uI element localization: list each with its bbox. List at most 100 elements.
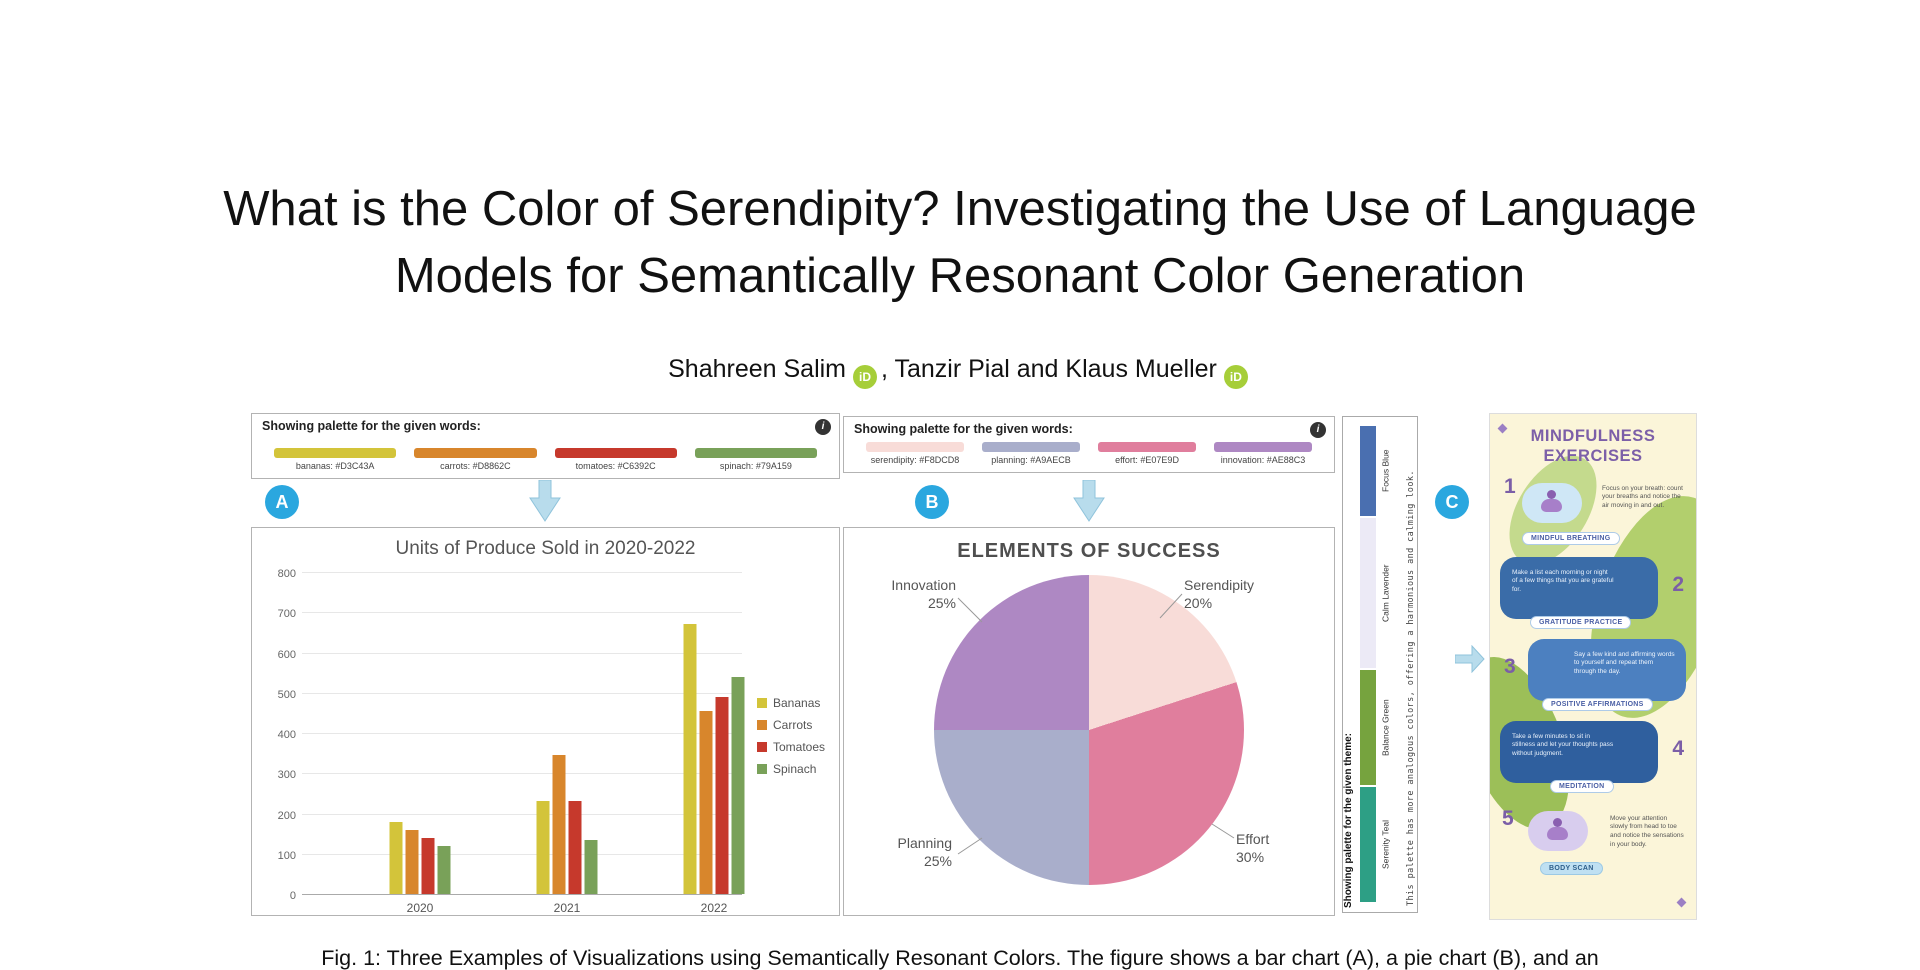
- bar-group: [536, 755, 598, 894]
- item-description: Take a few minutes to sit in stillness a…: [1512, 732, 1614, 758]
- item-label-pill: MEDITATION: [1550, 779, 1614, 793]
- item-number: 1: [1504, 474, 1516, 498]
- y-tick-label: 600: [277, 648, 296, 661]
- swatch-label: effort: #E07E9D: [1115, 455, 1179, 465]
- pie-label-innovation: Innovation 25%: [891, 576, 956, 612]
- bar-chart-title: Units of Produce Sold in 2020-2022: [395, 538, 696, 559]
- palette-c-swatch-label: Focus Blue: [1380, 449, 1391, 493]
- info-item-gratitude-practice: Make a list each morning or night of a f…: [1500, 556, 1686, 631]
- y-tick-label: 700: [277, 608, 296, 621]
- bar-plot-area: 0 100 200 300 400 500 600 700 800 2020 2021 2022: [278, 568, 745, 915]
- item-background-blob: [1500, 720, 1658, 783]
- palette-c-swatch[interactable]: [1360, 787, 1376, 902]
- pie-chart: [934, 575, 1244, 885]
- pie-slice-percent: 25%: [927, 595, 956, 612]
- bar-carrots: [699, 711, 713, 894]
- item-background-blob: [1500, 556, 1658, 619]
- palette-swatch[interactable]: planning: #A9AECB: [982, 442, 1080, 465]
- info-item-mindful-breathing: 1 Focus on your breath: count your breat…: [1500, 475, 1686, 549]
- pie-slice-name: Effort: [1236, 831, 1270, 847]
- item-number: 4: [1672, 736, 1684, 760]
- swatch-color: [982, 442, 1080, 452]
- bar-carrots: [405, 830, 419, 894]
- bar-group: [683, 624, 745, 894]
- item-description: Make a list each morning or night of a f…: [1512, 568, 1614, 594]
- orcid-icon[interactable]: iD: [853, 365, 878, 389]
- swatch-label: serendipity: #F8DCD8: [870, 455, 960, 465]
- legend-label: Carrots: [773, 718, 813, 732]
- info-item-positive-affirmations: 3 Say a few kind and affirming words to …: [1500, 638, 1686, 713]
- palette-panel-a: Showing palette for the given words: i b…: [251, 413, 840, 479]
- gridline: [302, 773, 742, 775]
- pie-slice-name: Planning: [897, 835, 953, 851]
- item-label-pill: BODY SCAN: [1540, 861, 1603, 875]
- legend-swatch: [757, 742, 767, 752]
- palette-b-swatches: serendipity: #F8DCD8 planning: #A9AECB eff…: [866, 442, 1312, 465]
- bar-tomatoes: [715, 697, 729, 894]
- palette-panel-c: Showing palette for the given theme: Foc…: [1342, 416, 1418, 913]
- y-tick-label: 500: [277, 688, 296, 701]
- palette-c-swatch[interactable]: [1360, 426, 1376, 516]
- swatch-color: [1098, 442, 1196, 452]
- swatch-label: innovation: #AE88C3: [1220, 455, 1306, 465]
- swatch-label: planning: #A9AECB: [991, 455, 1071, 465]
- infographic-title: MINDFULNESS EXERCISES: [1530, 427, 1656, 465]
- palette-a-header: Showing palette for the given words:: [262, 419, 481, 433]
- palette-c-swatch-label: Calm Lavender: [1380, 564, 1391, 622]
- item-label-pill: POSITIVE AFFIRMATIONS: [1542, 697, 1653, 711]
- pie-slice-name: Serendipity: [1184, 577, 1255, 593]
- bar-bananas: [536, 801, 550, 894]
- bar-chart-legend: Bananas Carrots Tomatoes Spinach: [757, 696, 825, 776]
- figure-caption: Fig. 1: Three Examples of Visualizations…: [321, 946, 1599, 970]
- gridline: [302, 733, 742, 734]
- y-tick-label: 800: [277, 568, 296, 580]
- item-label-pill: GRATITUDE PRACTICE: [1530, 615, 1632, 629]
- palette-swatch[interactable]: carrots: #D8862C: [414, 448, 537, 471]
- palette-swatch[interactable]: effort: #E07E9D: [1098, 442, 1196, 465]
- x-tick-label: 2022: [700, 901, 728, 915]
- info-icon[interactable]: i: [815, 419, 831, 435]
- palette-panel-b: Showing palette for the given words: i s…: [843, 416, 1335, 473]
- right-arrow-icon: [1455, 645, 1485, 673]
- swatch-color: [694, 448, 817, 458]
- orcid-icon[interactable]: iD: [1223, 365, 1248, 389]
- gridline: [302, 612, 742, 614]
- mindfulness-infographic: MINDFULNESS EXERCISES 1 Focus on your br…: [1489, 413, 1697, 920]
- paper-title: What is the Color of Serendipity? Invest…: [0, 176, 1920, 309]
- info-icon[interactable]: i: [1310, 422, 1326, 438]
- pie-leader-lines: [957, 593, 1235, 855]
- palette-swatch[interactable]: serendipity: #F8DCD8: [866, 442, 964, 465]
- palette-swatch[interactable]: bananas: #D3C43A: [274, 448, 397, 471]
- swatch-color: [554, 448, 677, 458]
- palette-c-swatches: [1360, 426, 1376, 902]
- label-badge-b: B: [915, 485, 949, 519]
- label-badge-a: A: [265, 485, 299, 519]
- y-tick-label: 400: [277, 729, 296, 741]
- legend-label: Bananas: [773, 696, 821, 710]
- palette-c-swatch-label: Balance Green: [1380, 699, 1391, 756]
- legend-swatch: [757, 720, 767, 730]
- swatch-color: [1214, 442, 1312, 452]
- swatch-label: bananas: #D3C43A: [295, 461, 375, 471]
- y-tick-label: 200: [277, 809, 296, 822]
- swatch-label: spinach: #79A159: [719, 461, 792, 471]
- authors-line: Shahreen Salim iD, Tanzir Pial and Klaus …: [0, 355, 1920, 389]
- palette-swatch[interactable]: spinach: #79A159: [694, 448, 817, 471]
- palette-swatch[interactable]: innovation: #AE88C3: [1214, 442, 1312, 465]
- pie-chart-panel: ELEMENTS OF SUCCESS Serendipity 20% Effort…: [843, 527, 1335, 916]
- legend-swatch: [757, 764, 767, 774]
- bar-tomatoes: [421, 838, 435, 894]
- pie-chart-title: ELEMENTS OF SUCCESS: [957, 540, 1221, 562]
- pie-slice-name: Innovation: [891, 577, 956, 593]
- author-separator: ,: [881, 355, 895, 383]
- pie-label-effort: Effort 30%: [1236, 830, 1269, 866]
- bar-bananas: [683, 624, 697, 894]
- bar-bananas: [389, 822, 403, 894]
- palette-c-swatch[interactable]: [1360, 670, 1376, 785]
- author-separator: and: [1009, 355, 1066, 383]
- pie-slice-percent: 20%: [1184, 595, 1213, 612]
- palette-c-swatch[interactable]: [1360, 518, 1376, 668]
- sparkle-icon: [1676, 897, 1687, 908]
- palette-swatch[interactable]: tomatoes: #C6392C: [554, 448, 677, 471]
